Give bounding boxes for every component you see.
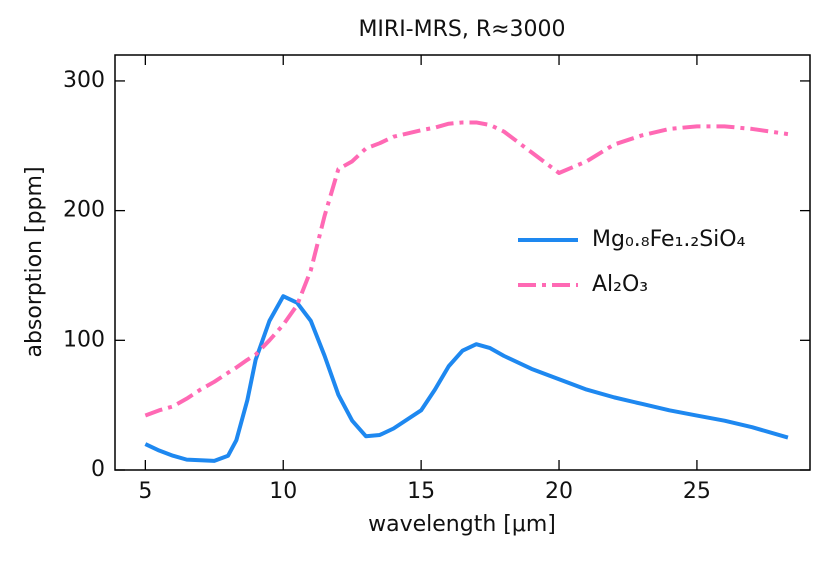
chart-title: MIRI-MRS, R≈3000	[358, 17, 565, 42]
y-tick-label: 200	[63, 198, 105, 223]
y-tick-label: 0	[91, 457, 105, 482]
x-axis-label: wavelength [μm]	[368, 512, 556, 537]
legend-label: Mg₀.₈Fe₁.₂SiO₄	[592, 227, 746, 252]
legend-label: Al₂O₃	[592, 272, 648, 297]
plot-frame	[114, 54, 811, 471]
series-line	[144, 120, 789, 418]
y-axis-label: absorption [ppm]	[22, 166, 47, 357]
x-tick-label: 20	[545, 479, 573, 504]
x-tick-label: 15	[407, 479, 435, 504]
x-tick-label: 25	[683, 479, 711, 504]
y-tick-label: 300	[63, 68, 105, 93]
series-line	[144, 294, 789, 463]
x-tick-label: 10	[269, 479, 297, 504]
x-tick-label: 5	[138, 479, 152, 504]
y-tick-label: 100	[63, 327, 105, 352]
